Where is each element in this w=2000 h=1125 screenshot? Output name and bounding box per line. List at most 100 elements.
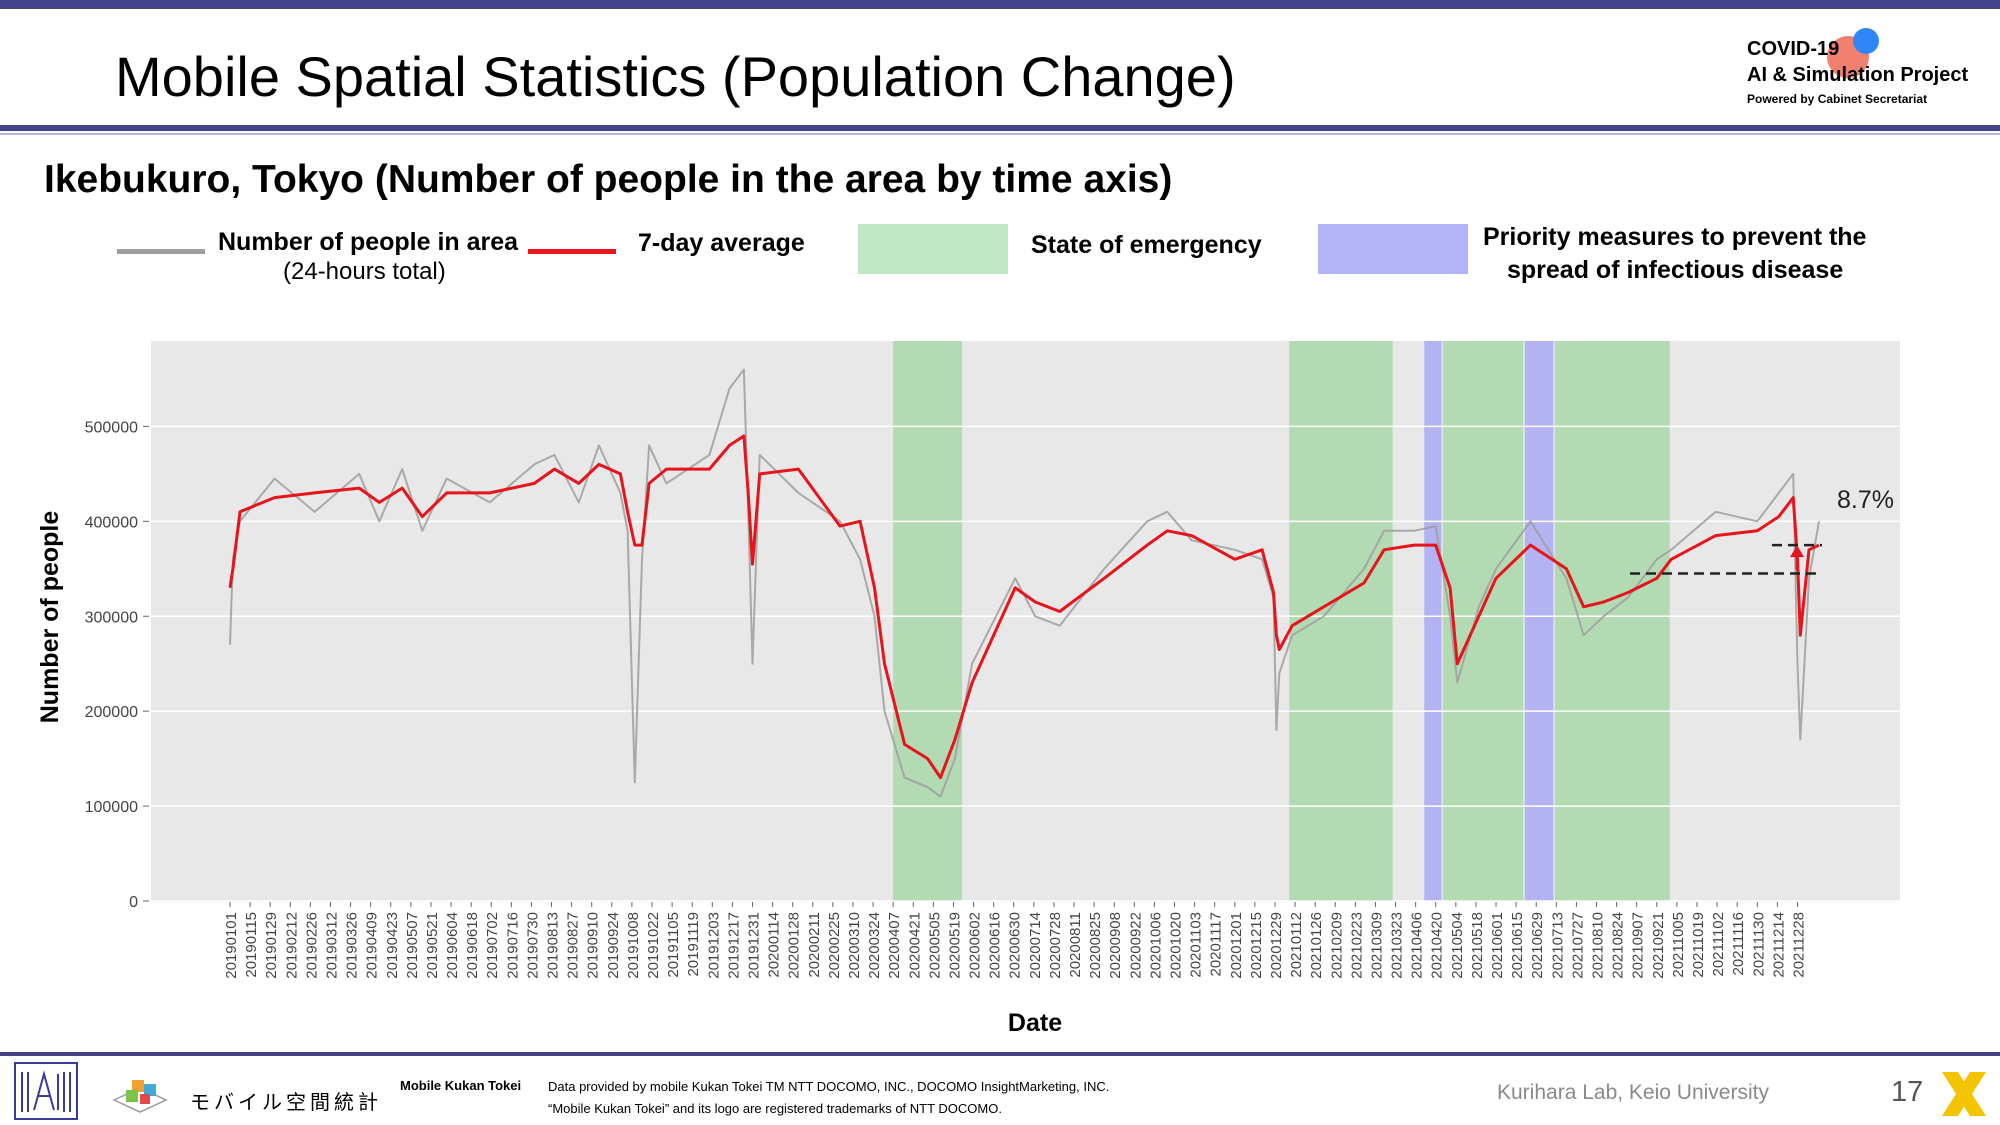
x-tick-label: 20201215 [1248,912,1265,979]
x-tick-label: 20200714 [1027,912,1044,979]
credit-line-1: Data provided by mobile Kukan Tokei TM N… [548,1079,1110,1094]
x-tick-label: 20190212 [283,912,300,979]
logo-line-1: COVID-19 [1747,38,1840,60]
x-tick-label: 20200728 [1047,912,1064,979]
x-tick-label: 20210223 [1348,912,1365,979]
increase-arrow-head [1790,545,1804,558]
x-tick-label: 20201201 [1228,912,1245,979]
x-tick-label: 20200114 [766,912,783,978]
legend-emergency-label: State of emergency [1031,231,1262,259]
x-tick-label: 20211228 [1790,912,1807,978]
footer-divider [0,1052,2000,1056]
x-tick-label: 20210601 [1489,912,1506,979]
y-axis-label: Number of people [36,511,64,724]
x-tick-label: 20190409 [364,912,381,979]
emergency-period-1 [1289,341,1393,901]
x-tick-label: 20201117 [1208,912,1225,977]
legend-priority-label-1: Priority measures to prevent the [1483,223,1867,251]
x-tick-label: 20190226 [303,912,320,979]
x-tick-label: 20190716 [504,912,521,979]
x-tick-label: 20210126 [1308,912,1325,979]
grid-lines [151,425,1900,902]
avg-series-layer [228,434,1820,780]
x-tick-label: 20211102 [1710,912,1727,977]
x-tick-label: 20200505 [926,912,943,979]
x-tick-label: 20211116 [1730,912,1747,975]
y-tick-label: 300000 [85,609,138,626]
y-tick-label: 500000 [85,419,138,436]
x-tick-label: 20210309 [1368,912,1385,979]
x-brand-icon [1942,1072,1986,1116]
x-tick-label: 20190507 [404,912,421,979]
legend-avg-label: 7-day average [638,229,805,257]
priority-period-0 [1424,341,1442,901]
x-tick-label: 20210504 [1449,912,1466,979]
raw-series-layer [229,368,1820,798]
x-tick-label: 20200630 [1007,912,1024,979]
lab-name: Kurihara Lab, Keio University [1497,1081,1769,1104]
x-tick-label: 20191119 [685,912,702,977]
annotation-label: 8.7% [1837,486,1894,514]
header-divider [0,125,2000,131]
y-tick-label: 200000 [85,704,138,721]
x-tick-label: 20200421 [906,912,923,979]
x-tick-label: 20210209 [1328,912,1345,979]
x-tick-label: 20210629 [1529,912,1546,979]
emergency-period-3 [1554,341,1670,901]
x-tick-label: 20210824 [1610,912,1627,979]
x-tick-label: 20191203 [705,912,722,979]
x-tick-label: 20200310 [846,912,863,979]
x-tick-label: 20191231 [745,912,762,979]
avg-series-line [228,434,1820,780]
x-tick-label: 20201020 [1168,912,1185,979]
x-tick-label: 20190423 [384,912,401,979]
x-axis-label: Date [1008,1009,1062,1037]
kukan-logo-text: モバイル空間統計 [190,1092,382,1114]
y-tick-label: 400000 [85,514,138,531]
x-tick-label: 20200908 [1107,912,1124,979]
x-tick-label: 20190924 [605,912,622,979]
x-tick-label: 20200602 [967,912,984,979]
emergency-period-2 [1442,341,1524,901]
credit-line-2: “Mobile Kukan Tokei” and its logo are re… [548,1101,1002,1116]
x-tick-label: 20201103 [1188,912,1205,978]
x-tick-label: 20200407 [886,912,903,979]
x-tick-label: 20190326 [344,912,361,979]
x-tick-label: 20200922 [1127,912,1144,979]
top-accent-bar [0,0,2000,9]
legend-raw-sublabel: (24-hours total) [283,258,446,285]
x-tick-label: 20210727 [1569,912,1586,979]
x-tick-label: 20200128 [786,912,803,979]
kukan-title: Mobile Kukan Tokei [400,1078,522,1093]
x-tick-label: 20190813 [545,912,562,979]
page-title: Mobile Spatial Statistics (Population Ch… [115,45,1236,108]
legend-raw-swatch [117,249,205,254]
x-tick-label: 20211005 [1670,912,1687,978]
x-tick-label: 20190101 [223,912,240,979]
x-tick-label: 20210921 [1650,912,1667,979]
x-tick-label: 20190521 [424,912,441,979]
population-line-chart: 0 100000 200000 300000 400000 500000 20190101… [36,341,1900,1037]
x-tick-label: 20200811 [1067,912,1084,978]
x-tick-label: 20191022 [645,912,662,979]
x-tick-label: 20210810 [1590,912,1607,979]
x-tick-label: 20190702 [484,912,501,979]
x-tick-label: 20210112 [1288,912,1305,978]
x-tick-label: 20210406 [1409,912,1426,979]
logo-blue-dot [1853,28,1879,54]
emergency-period-0 [893,341,963,901]
y-tick-label: 100000 [85,799,138,816]
x-tick-label: 20211019 [1690,912,1707,978]
y-tick-labels: 0 100000 200000 300000 400000 500000 [85,419,149,911]
x-tick-label: 20210713 [1549,912,1566,979]
covid-project-logo: COVID-19 AI & Simulation Project Powered… [1745,28,1985,118]
x-tick-label: 20200211 [806,912,823,978]
x-tick-label: 20190604 [444,912,461,979]
legend-priority-label-2: spread of infectious disease [1507,256,1844,284]
x-tick-label: 20190115 [243,912,260,978]
x-tick-label: 20200324 [866,912,883,979]
x-tick-label: 20200616 [987,912,1004,979]
x-tick-label: 20190827 [565,912,582,979]
x-tick-label: 20200225 [826,912,843,979]
x-tick-label: 20210420 [1429,912,1446,979]
